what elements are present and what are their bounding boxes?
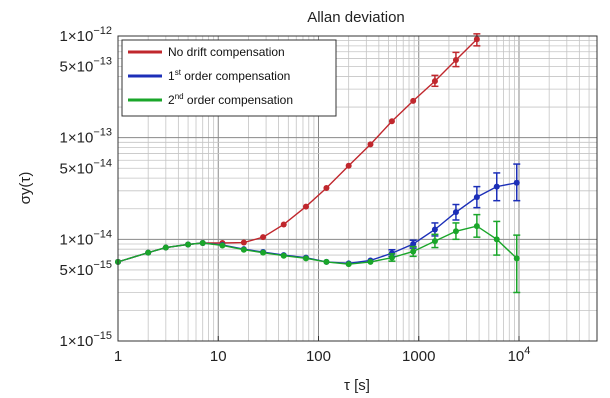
data-point bbox=[431, 238, 438, 245]
data-point bbox=[388, 118, 395, 125]
data-point bbox=[302, 203, 309, 210]
data-point bbox=[219, 242, 226, 249]
data-point bbox=[345, 162, 352, 169]
data-point bbox=[323, 258, 330, 265]
data-point bbox=[493, 183, 500, 190]
data-point bbox=[410, 248, 417, 255]
x-axis-label: τ [s] bbox=[344, 377, 370, 394]
x-tick-label: 1000 bbox=[402, 348, 435, 365]
data-point bbox=[145, 249, 152, 256]
data-point bbox=[473, 194, 480, 201]
data-point bbox=[513, 179, 520, 186]
y-tick-label: 5×10−14 bbox=[60, 157, 112, 177]
data-point bbox=[345, 261, 352, 268]
y-axis-label: σy(τ) bbox=[17, 172, 34, 205]
data-point bbox=[473, 223, 480, 230]
legend-entry: No drift compensation bbox=[168, 45, 285, 59]
x-tick-label: 100 bbox=[306, 348, 331, 365]
y-tick-label: 1×10−13 bbox=[60, 127, 112, 147]
x-tick-label: 104 bbox=[508, 345, 531, 365]
y-tick-label: 1×10−12 bbox=[60, 25, 112, 45]
data-point bbox=[473, 36, 480, 43]
y-axis-ticks: 1×10−15 5×10−15 1×10−14 5×10−14 1×10−13 5×10−… bbox=[60, 25, 112, 350]
y-axis-label-group: σy(τ) bbox=[17, 172, 34, 205]
data-point bbox=[240, 239, 247, 246]
data-point bbox=[367, 258, 374, 265]
data-point bbox=[260, 234, 267, 241]
data-point bbox=[240, 246, 247, 253]
data-point bbox=[185, 241, 192, 248]
data-point bbox=[452, 57, 459, 64]
y-tick-label: 1×10−15 bbox=[60, 330, 112, 350]
y-tick-label: 1×10−14 bbox=[60, 228, 112, 248]
data-point bbox=[199, 240, 206, 247]
data-point bbox=[431, 226, 438, 233]
data-point bbox=[260, 249, 267, 256]
data-point bbox=[367, 141, 374, 148]
data-point bbox=[302, 255, 309, 262]
x-tick-label: 10 bbox=[210, 348, 227, 365]
legend: No drift compensation 1st order compensat… bbox=[121, 39, 337, 117]
data-point bbox=[493, 236, 500, 243]
data-point bbox=[452, 209, 459, 216]
legend-entry: 1st order compensation bbox=[168, 68, 290, 83]
chart-title: Allan deviation bbox=[307, 9, 405, 26]
data-point bbox=[162, 244, 169, 251]
x-tick-label: 1 bbox=[114, 348, 122, 365]
data-point bbox=[280, 252, 287, 259]
data-point bbox=[410, 240, 417, 247]
data-point bbox=[388, 254, 395, 261]
data-point bbox=[452, 228, 459, 235]
data-point bbox=[410, 97, 417, 104]
x-axis-ticks: 1 10 100 1000 104 bbox=[114, 336, 531, 365]
plot-border bbox=[117, 35, 598, 342]
data-point bbox=[280, 221, 287, 228]
series-points bbox=[115, 33, 521, 294]
y-tick-label: 5×10−13 bbox=[60, 56, 112, 76]
data-point bbox=[431, 78, 438, 85]
legend-entry: 2nd order compensation bbox=[168, 92, 293, 107]
data-point bbox=[513, 255, 520, 262]
data-point bbox=[323, 184, 330, 191]
y-tick-label: 5×10−15 bbox=[60, 259, 112, 279]
